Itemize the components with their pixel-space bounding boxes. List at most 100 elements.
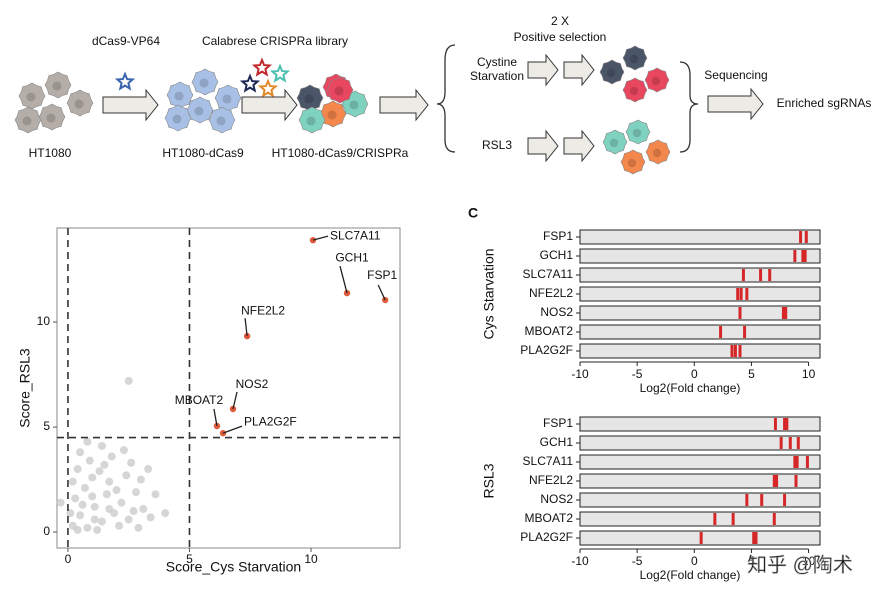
point bbox=[97, 517, 106, 526]
point bbox=[71, 494, 80, 503]
x-tick-label: 10 bbox=[304, 552, 318, 566]
label: Calabrese CRISPRa library bbox=[202, 34, 348, 48]
category-label: PLA2G2F bbox=[520, 343, 573, 357]
leader-line bbox=[244, 318, 248, 337]
point bbox=[88, 492, 97, 501]
cell bbox=[296, 84, 324, 112]
point bbox=[85, 456, 94, 465]
label: Starvation bbox=[470, 69, 524, 83]
point bbox=[129, 507, 138, 516]
nucleus bbox=[46, 113, 56, 123]
point bbox=[83, 437, 92, 446]
row-box bbox=[579, 267, 821, 283]
point bbox=[161, 509, 170, 518]
point bbox=[76, 511, 85, 520]
x-tick-label: 0 bbox=[65, 552, 72, 566]
y-tick-label: 5 bbox=[43, 419, 50, 433]
leader-line bbox=[213, 408, 218, 427]
leader-line bbox=[222, 425, 243, 434]
nucleus bbox=[304, 94, 314, 104]
cell bbox=[645, 139, 671, 165]
group-title: Cys Starvation bbox=[481, 248, 497, 339]
cell bbox=[208, 106, 236, 134]
cell bbox=[66, 89, 94, 117]
nucleus bbox=[199, 78, 209, 88]
arrow bbox=[527, 53, 559, 87]
star bbox=[269, 63, 291, 83]
point bbox=[114, 521, 123, 530]
x-tick-label: -10 bbox=[571, 367, 589, 381]
cell bbox=[14, 106, 42, 134]
y-tick-label: 10 bbox=[37, 314, 51, 328]
point bbox=[124, 376, 133, 385]
point bbox=[122, 471, 131, 480]
cell bbox=[599, 59, 625, 85]
row-box bbox=[579, 324, 821, 340]
x-tick-label: -10 bbox=[571, 554, 589, 568]
point bbox=[309, 236, 317, 244]
point bbox=[68, 477, 77, 486]
point-label: NOS2 bbox=[236, 377, 269, 391]
cell bbox=[326, 76, 354, 104]
row-box bbox=[579, 343, 821, 359]
nucleus bbox=[609, 138, 619, 148]
point-label: PLA2G2F bbox=[244, 414, 297, 428]
nucleus bbox=[22, 116, 32, 126]
label: Enriched sgRNAs bbox=[777, 96, 872, 110]
nucleus bbox=[172, 114, 182, 124]
row-box bbox=[579, 248, 821, 264]
x-axis-title: Log2(Fold change) bbox=[640, 568, 741, 582]
category-label: NOS2 bbox=[540, 305, 573, 319]
x-tick-label: 5 bbox=[748, 554, 755, 568]
row-box bbox=[579, 511, 821, 527]
category-label: PLA2G2F bbox=[520, 530, 573, 544]
category-label: NOS2 bbox=[540, 492, 573, 506]
y-tick-label: 0 bbox=[43, 524, 50, 538]
x-axis-title: Score_Cys Starvation bbox=[166, 559, 301, 575]
point bbox=[78, 500, 87, 509]
nucleus bbox=[26, 92, 36, 102]
x-tick-label: 10 bbox=[802, 367, 816, 381]
label: dCas9-VP64 bbox=[92, 34, 160, 48]
point bbox=[112, 486, 121, 495]
nucleus bbox=[627, 158, 637, 168]
row-box bbox=[579, 286, 821, 302]
point bbox=[97, 441, 106, 450]
point bbox=[80, 483, 89, 492]
category-label: SLC7A11 bbox=[523, 267, 574, 281]
cell bbox=[166, 81, 194, 109]
bracket bbox=[679, 61, 699, 153]
label: RSL3 bbox=[482, 138, 512, 152]
point bbox=[88, 473, 97, 482]
point bbox=[73, 465, 82, 474]
x-tick-label: -5 bbox=[632, 367, 643, 381]
leader-line bbox=[312, 235, 329, 241]
point bbox=[102, 490, 111, 499]
cell bbox=[214, 84, 242, 112]
point bbox=[107, 452, 116, 461]
label: HT1080-dCas9/CRISPRa bbox=[272, 146, 409, 160]
point-label: NFE2L2 bbox=[241, 303, 285, 317]
x-tick-label: 0 bbox=[691, 367, 698, 381]
category-label: FSP1 bbox=[543, 416, 573, 430]
category-label: MBOAT2 bbox=[525, 511, 574, 525]
point bbox=[132, 488, 141, 497]
point bbox=[93, 525, 102, 534]
category-label: MBOAT2 bbox=[525, 324, 574, 338]
point bbox=[95, 467, 104, 476]
category-label: NFE2L2 bbox=[529, 286, 573, 300]
label: Sequencing bbox=[704, 68, 767, 82]
star bbox=[257, 78, 279, 98]
x-tick-label: 5 bbox=[748, 367, 755, 381]
point bbox=[117, 498, 126, 507]
leader-line bbox=[377, 284, 386, 301]
label: Positive selection bbox=[514, 30, 607, 44]
point-label: SLC7A11 bbox=[330, 228, 381, 242]
point bbox=[124, 515, 133, 524]
point bbox=[73, 525, 82, 534]
cell bbox=[620, 149, 646, 175]
label: HT1080 bbox=[29, 146, 72, 160]
x-axis-title: Log2(Fold change) bbox=[640, 381, 741, 395]
nucleus bbox=[651, 76, 661, 86]
leader-line bbox=[339, 265, 348, 294]
